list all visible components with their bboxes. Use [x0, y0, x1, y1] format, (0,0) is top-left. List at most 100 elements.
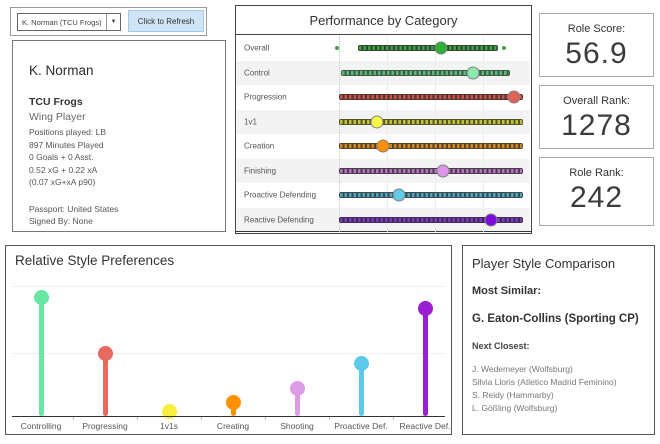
next-closest-list: J. Wedemeyer (Wolfsburg) Silvia Lloris (… [472, 363, 646, 415]
lollipop-stem [358, 363, 364, 416]
performance-row: Control [236, 60, 530, 85]
lollipop-head[interactable] [289, 381, 305, 396]
player-name: K. Norman [29, 63, 94, 78]
lollipop-head[interactable] [417, 301, 433, 316]
performance-row: Overall [236, 36, 530, 61]
player-value-dot[interactable] [466, 66, 480, 80]
axis-tick [73, 416, 74, 420]
lollipop-head[interactable] [33, 289, 49, 305]
lollipop-stem [294, 388, 300, 416]
next-closest-player: J. Wedemeyer (Wolfsburg) [472, 364, 573, 374]
player-info-card: K. Norman TCU Frogs Wing Player Position… [12, 40, 226, 232]
lollipop-head[interactable] [97, 346, 113, 361]
role-rank-value: 242 [569, 181, 624, 214]
role-score-value: 56.9 [565, 37, 628, 70]
player-details: Positions played: LB 897 Minutes Played … [29, 126, 215, 189]
player-value-dot[interactable] [434, 41, 448, 55]
axis-tick [137, 416, 138, 420]
performance-category-label: Reactive Defending [244, 215, 314, 225]
distribution-strip [339, 192, 524, 199]
performance-axis-line [236, 231, 531, 232]
player-value-dot[interactable] [507, 90, 521, 104]
distribution-strip [339, 216, 524, 223]
distribution-strip [339, 143, 524, 150]
player-value-dot[interactable] [370, 115, 384, 129]
detail-passport: Passport: United States [29, 203, 119, 214]
distribution-strip [339, 94, 524, 101]
performance-panel: Performance by Category Overall Control Pr… [235, 5, 532, 234]
detail-minutes: 897 Minutes Played [29, 139, 104, 150]
player-value-dot[interactable] [376, 139, 390, 153]
outlier-dot [502, 46, 507, 51]
performance-row: Reactive Defending [236, 207, 530, 232]
overall-rank-box: Overall Rank: 1278 [539, 85, 654, 149]
style-category-label: Reactive Def. [399, 421, 451, 431]
role-score-box: Role Score: 56.9 [539, 13, 654, 77]
detail-xg: 0.52 xG + 0.22 xA [29, 164, 98, 175]
most-similar-label: Most Similar: [472, 285, 542, 297]
gridline [483, 36, 484, 232]
performance-category-label: 1v1 [244, 117, 257, 127]
detail-positions: Positions played: LB [29, 127, 107, 137]
player-select-dropdown[interactable]: K. Norman (TCU Frogs) ▼ [17, 13, 121, 31]
next-closest-player: S. Reidy (Hammarby) [472, 390, 554, 400]
player-role: Wing Player [29, 111, 86, 123]
role-rank-label: Role Rank: [569, 167, 624, 179]
lollipop-stem [38, 297, 44, 416]
player-value-dot[interactable] [484, 213, 498, 227]
distribution-strip [358, 45, 499, 52]
performance-category-label: Progression [244, 92, 287, 102]
detail-xg-p90: (0.07 xG+xA p90) [29, 177, 96, 187]
axis-tick [265, 416, 266, 420]
performance-category-label: Proactive Defending [244, 190, 317, 200]
performance-category-label: Creation [244, 141, 275, 151]
style-preferences-title: Relative Style Preferences [15, 253, 175, 268]
player-select-value: K. Norman (TCU Frogs) [22, 17, 102, 27]
most-similar-player: G. Eaton-Collins (Sporting CP) [472, 313, 639, 325]
performance-category-label: Control [244, 68, 270, 78]
style-x-axis-line [12, 416, 445, 417]
player-value-dot[interactable] [392, 188, 406, 202]
role-rank-box: Role Rank: 242 [539, 157, 654, 226]
distribution-strip [339, 118, 524, 125]
style-comparison-title: Player Style Comparison [472, 256, 616, 271]
distribution-strip [340, 69, 510, 76]
lollipop-stem [422, 308, 428, 416]
style-category-label: Progressing [82, 421, 128, 431]
performance-category-label: Finishing [244, 166, 277, 176]
lollipop-head[interactable] [225, 394, 241, 410]
gridline [435, 36, 436, 232]
style-preferences-plot: Controlling Progressing 1v1s Creating Shooti… [6, 246, 451, 434]
outlier-dot [335, 46, 340, 51]
performance-row: Progression [236, 85, 530, 110]
lollipop-stem [102, 353, 108, 416]
performance-row: 1v1 [236, 109, 530, 134]
player-team: TCU Frogs [29, 96, 83, 108]
style-preferences-panel: Relative Style Preferences Controlling Pr… [5, 245, 452, 435]
style-category-label: Shooting [280, 421, 314, 431]
zero-axis-dotted-line [339, 36, 340, 232]
detail-signed-by: Signed By: None [29, 216, 93, 226]
distribution-strip [339, 167, 524, 174]
gridline [387, 36, 388, 232]
lollipop-head[interactable] [353, 356, 369, 371]
style-category-label: 1v1s [160, 421, 178, 431]
player-footer: Passport: United States Signed By: None [29, 203, 215, 228]
style-category-label: Creating [216, 421, 250, 431]
style-comparison-panel: Player Style Comparison Most Similar: G.… [462, 245, 655, 435]
overall-rank-label: Overall Rank: [563, 95, 630, 107]
chevron-down-icon: ▼ [106, 14, 120, 30]
performance-plot: Overall Control Progression 1v1 Creation Fini… [236, 36, 530, 232]
axis-tick [201, 416, 202, 420]
role-score-label: Role Score: [567, 23, 626, 35]
player-value-dot[interactable] [436, 164, 450, 178]
detail-goals: 0 Goals + 0 Asst. [29, 152, 94, 162]
next-closest-player: L. Gößling (Wolfsburg) [472, 403, 558, 413]
refresh-button[interactable]: Click to Refresh [128, 10, 204, 32]
style-category-label: Controlling [20, 421, 62, 431]
lollipop-head[interactable] [161, 403, 177, 419]
gridline [12, 353, 445, 354]
overall-rank-value: 1278 [561, 109, 632, 142]
performance-row: Finishing [236, 158, 530, 183]
